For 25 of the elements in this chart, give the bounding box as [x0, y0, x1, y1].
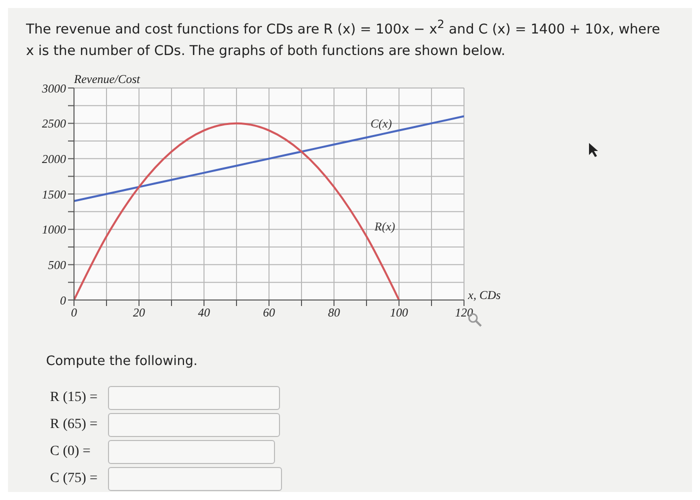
- chart-title: The revenue and cost functions for CDs are R (x) = 100x − x$^{2}$ and C (x) = 1400 + 10x, where x is the number of CDs. The graphs of both functions are shown below.: [26, 17, 662, 60]
- series-label: C(x): [370, 116, 392, 130]
- line-series: [74, 115, 464, 202]
- x-tick-label: 40: [198, 306, 210, 320]
- y-tick-label: 1500: [42, 187, 66, 202]
- y-tick-label: 0: [60, 293, 66, 308]
- y-tick-label: 3000: [41, 81, 66, 96]
- y-tick-label: 2500: [42, 116, 66, 131]
- text: R (65) =: [50, 417, 99, 433]
- x-tick-label: 0: [71, 306, 77, 320]
- text: R (15) =: [50, 390, 99, 406]
- text: C (75) =: [50, 471, 99, 487]
- text: Compute the following.: [46, 354, 198, 369]
- y-tick-label: 1000: [42, 222, 66, 237]
- x-tick-label: 80: [328, 306, 340, 320]
- series-label: R(x): [374, 219, 396, 234]
- y-axis-title: Revenue/Cost: [74, 72, 140, 87]
- text: C (0) =: [50, 444, 92, 460]
- y-tick-label: 2000: [42, 152, 66, 166]
- x-tick-label: 120: [455, 306, 473, 320]
- y-tick-label: 500: [48, 258, 66, 272]
- x-tick-label: 20: [133, 306, 145, 320]
- x-tick-label: 60: [263, 306, 275, 320]
- x-axis-title: x, CDs: [468, 288, 501, 303]
- x-tick-label: 100: [390, 306, 408, 320]
